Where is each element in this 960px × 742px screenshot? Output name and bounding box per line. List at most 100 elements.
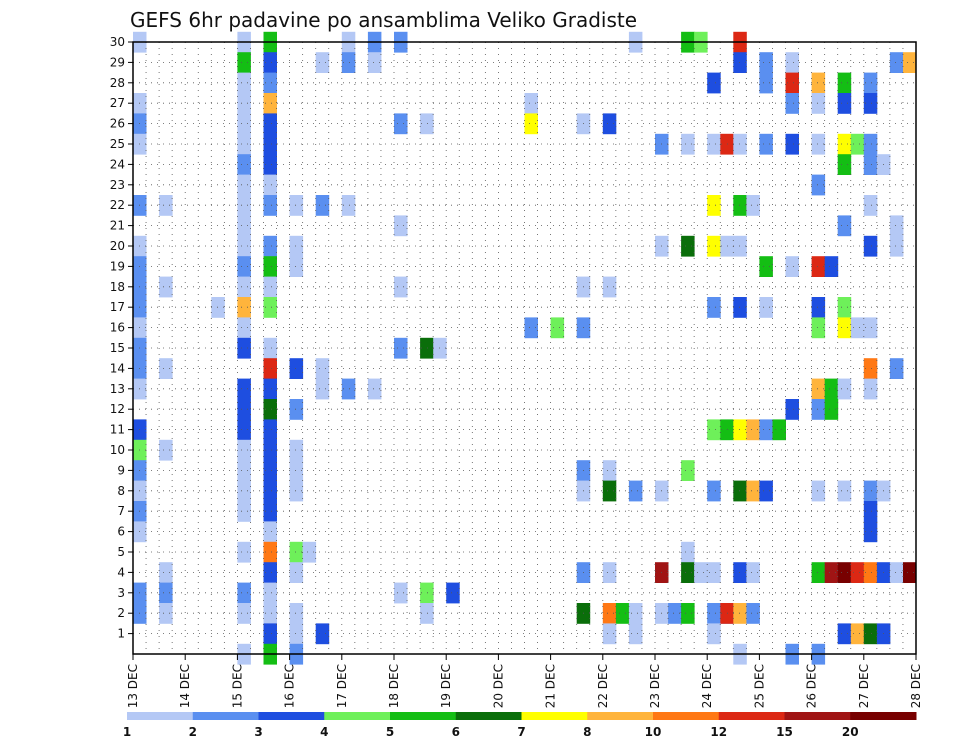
- heatmap-cell: [263, 93, 277, 114]
- heatmap-cell: [394, 276, 408, 298]
- heatmap-cell: [863, 133, 878, 155]
- heatmap-cell: [681, 235, 695, 257]
- heatmap-cell: [394, 582, 408, 604]
- heatmap-cell: [289, 439, 304, 461]
- heatmap-cell: [289, 562, 304, 583]
- heatmap-cell: [550, 317, 565, 339]
- heatmap-cell: [707, 195, 721, 216]
- y-tick-label: 2: [117, 606, 125, 620]
- y-tick-label: 3: [117, 586, 125, 600]
- x-tick-label: 20 DEC: [491, 664, 505, 708]
- heatmap-cell: [837, 317, 852, 339]
- x-tick-label: 27 DEC: [857, 664, 871, 708]
- heatmap-cell: [903, 562, 917, 583]
- heatmap-cell: [420, 113, 434, 135]
- heatmap-cell: [863, 358, 878, 379]
- heatmap-cell: [159, 603, 173, 624]
- heatmap-cell: [237, 52, 251, 73]
- heatmap-cell: [315, 195, 330, 216]
- x-tick-label: 24 DEC: [700, 664, 714, 708]
- heatmap-cell: [420, 337, 434, 359]
- y-tick-label: 16: [110, 321, 125, 335]
- heatmap-cell: [237, 399, 251, 420]
- legend-swatch: [390, 712, 457, 720]
- heatmap-cell: [889, 215, 904, 237]
- heatmap-cell: [681, 541, 695, 563]
- heatmap-cell: [759, 419, 773, 441]
- y-tick-label: 29: [110, 55, 125, 69]
- legend-label: 3: [254, 725, 262, 739]
- heatmap-cell: [159, 358, 173, 379]
- heatmap-cell: [733, 603, 747, 624]
- heatmap-cell: [367, 378, 382, 400]
- heatmap-cell: [681, 603, 695, 624]
- legend-swatch: [653, 712, 720, 720]
- heatmap-cell: [602, 480, 617, 502]
- heatmap-cell: [837, 378, 852, 400]
- heatmap-cell: [733, 297, 747, 318]
- heatmap-cell: [263, 439, 277, 461]
- heatmap-cell: [237, 582, 251, 604]
- x-tick-label: 21 DEC: [544, 664, 558, 708]
- heatmap-cell: [159, 195, 173, 216]
- legend-label: 7: [517, 725, 525, 739]
- heatmap-cell: [850, 623, 865, 645]
- heatmap-cell: [237, 378, 251, 400]
- heatmap-cell: [863, 154, 878, 175]
- heatmap-cell: [341, 378, 356, 400]
- heatmap-cell: [602, 276, 617, 298]
- y-tick-label: 28: [110, 76, 125, 90]
- heatmap-cell: [315, 623, 330, 645]
- x-tick-label: 15 DEC: [230, 664, 244, 708]
- x-tick-label: 19 DEC: [439, 664, 453, 708]
- heatmap-cell: [263, 337, 277, 359]
- heatmap-cell: [837, 215, 852, 237]
- color-legend: 1 2 3 4 5 6 7 8 10 12 15 20: [123, 712, 917, 739]
- heatmap-cell: [263, 276, 277, 298]
- heatmap-cell: [863, 317, 878, 339]
- heatmap-cell: [811, 72, 826, 94]
- heatmap-cell: [694, 562, 708, 583]
- heatmap-cell: [837, 562, 852, 583]
- heatmap-cell: [681, 562, 695, 583]
- heatmap-cell: [420, 603, 434, 624]
- heatmap-cell: [237, 235, 251, 257]
- heatmap-cell: [263, 562, 277, 583]
- heatmap-cell: [263, 72, 277, 94]
- heatmap-cell: [446, 582, 460, 604]
- heatmap-cell: [394, 337, 408, 359]
- x-axis-ticks: 13 DEC 14 DEC 15 DEC 16 DEC 17 DEC 18 DEC 19 D…: [126, 654, 923, 708]
- heatmap-cell: [263, 52, 277, 73]
- heatmap-cell: [628, 623, 643, 645]
- heatmap-cell: [263, 399, 277, 420]
- legend-swatch: [718, 712, 785, 720]
- heatmap-cell: [237, 480, 251, 502]
- legend-swatch: [258, 712, 325, 720]
- heatmap-cell: [863, 93, 878, 114]
- heatmap-cell: [159, 562, 173, 583]
- heatmap-cell: [837, 623, 852, 645]
- heatmap-cell: [237, 337, 251, 359]
- heatmap-cell: [237, 113, 251, 135]
- heatmap-cell: [628, 480, 643, 502]
- heatmap-cell: [237, 439, 251, 461]
- y-tick-label: 5: [117, 545, 125, 559]
- heatmap-cell: [863, 521, 878, 543]
- legend-swatch: [784, 712, 851, 720]
- heatmap-cell: [263, 133, 277, 155]
- heatmap-cell: [237, 541, 251, 563]
- heatmap-cell: [811, 133, 826, 155]
- heatmap-cell: [759, 297, 773, 318]
- heatmap-cell: [759, 480, 773, 502]
- heatmap-cell: [289, 460, 304, 481]
- heatmap-cell: [889, 235, 904, 257]
- heatmap-cell: [785, 72, 799, 94]
- heatmap-cell: [237, 174, 251, 196]
- heatmap-cell: [668, 603, 682, 624]
- legend-label: 5: [386, 725, 394, 739]
- heatmap-cell: [159, 582, 173, 604]
- heatmap-cell: [289, 195, 304, 216]
- y-tick-label: 8: [117, 484, 125, 498]
- x-tick-label: 17 DEC: [335, 664, 349, 708]
- heatmap-cell: [289, 399, 304, 420]
